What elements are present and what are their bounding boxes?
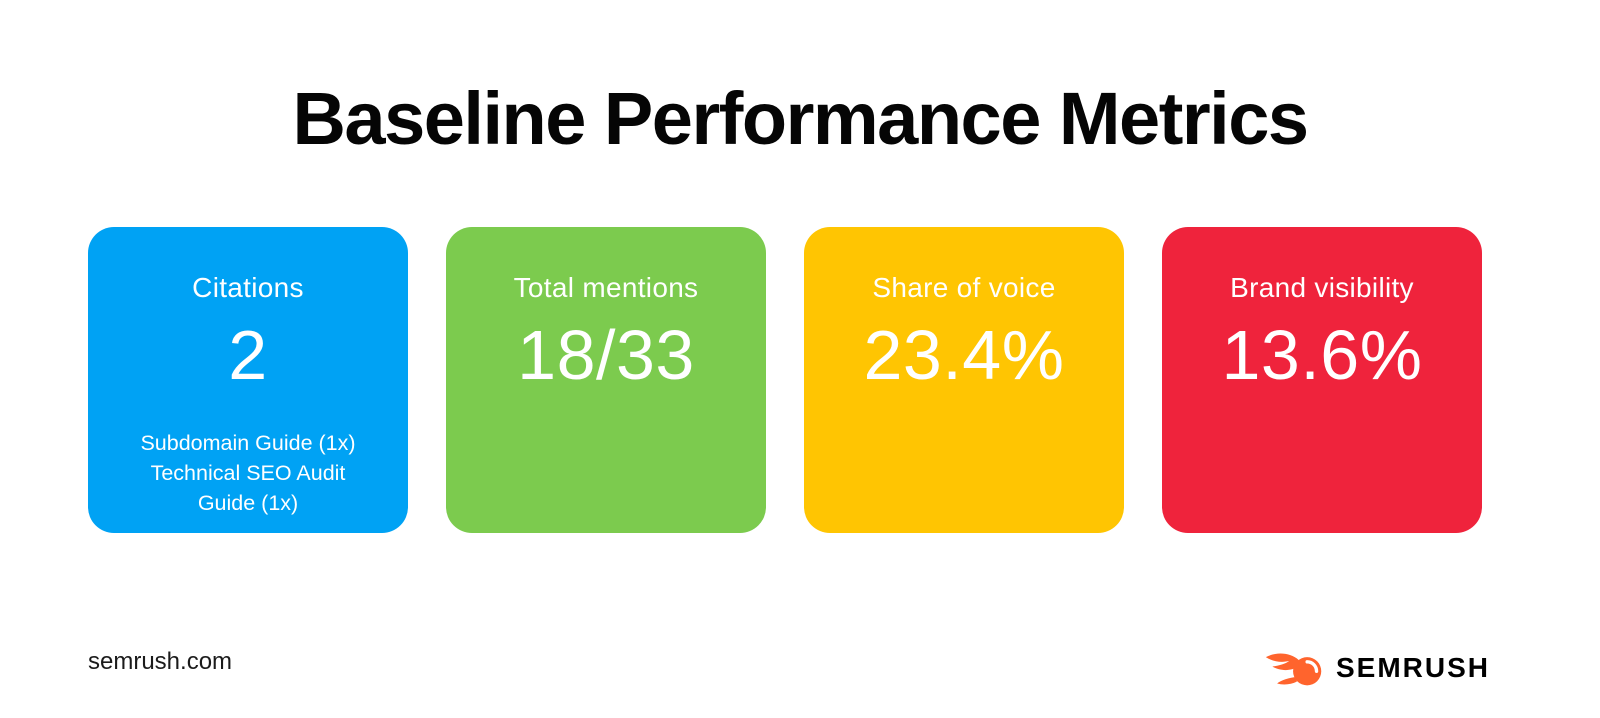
semrush-logo: SEMRUSH — [1263, 644, 1490, 691]
card-value: 18/33 — [517, 315, 695, 394]
metric-card-citations: Citations 2 Subdomain Guide (1x) Technic… — [88, 227, 408, 533]
card-detail-line: Subdomain Guide (1x) — [140, 430, 356, 455]
card-label: Brand visibility — [1230, 272, 1414, 303]
card-value: 2 — [228, 315, 268, 394]
card-value: 13.6% — [1221, 315, 1423, 394]
metric-card-share-of-voice: Share of voice 23.4% — [804, 227, 1124, 533]
card-details: Subdomain Guide (1x) Technical SEO Audit… — [122, 428, 374, 518]
card-value: 23.4% — [863, 315, 1065, 394]
card-detail-line: Technical SEO Audit Guide (1x) — [150, 460, 346, 515]
semrush-wordmark: SEMRUSH — [1335, 651, 1490, 683]
website-url: semrush.com — [88, 648, 233, 675]
page-title: Baseline Performance Metrics — [292, 77, 1309, 160]
metric-card-brand-visibility: Brand visibility 13.6% — [1162, 227, 1482, 533]
card-label: Total mentions — [513, 272, 699, 303]
card-label: Share of voice — [872, 272, 1056, 303]
semrush-flame-icon — [1263, 644, 1325, 691]
metric-card-total-mentions: Total mentions 18/33 — [446, 227, 766, 533]
metrics-cards-row: Citations 2 Subdomain Guide (1x) Technic… — [88, 227, 1482, 533]
card-label: Citations — [192, 272, 304, 303]
